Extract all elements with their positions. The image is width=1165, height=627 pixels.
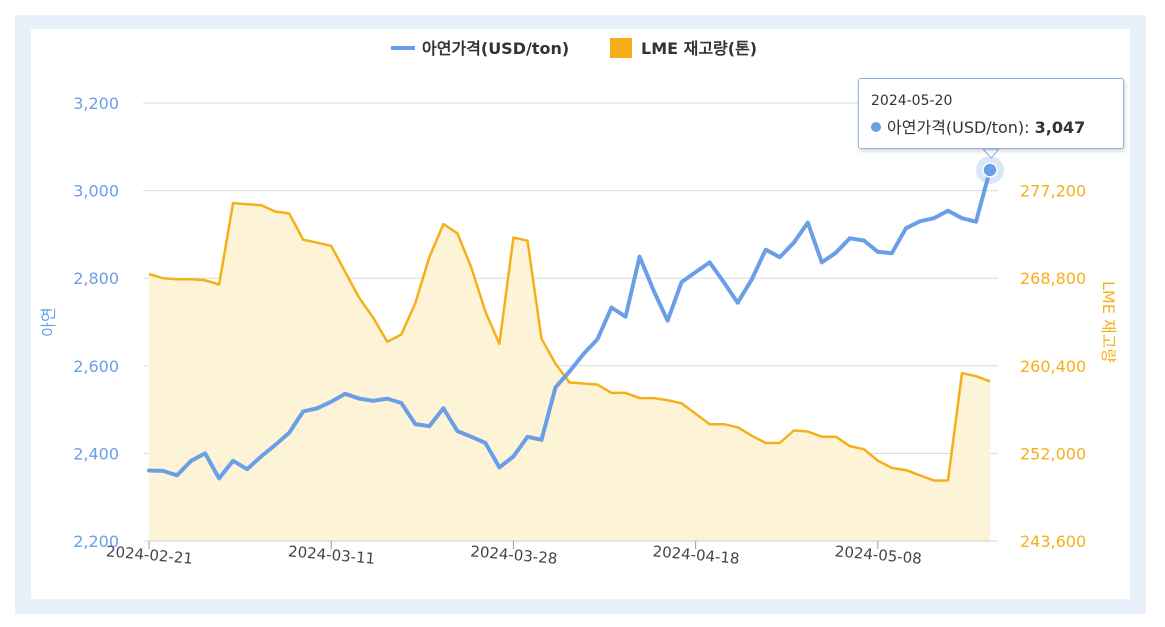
tooltip-date: 2024-05-20 bbox=[871, 93, 953, 109]
tooltip-row: 아연가격(USD/ton): 3,047 bbox=[871, 114, 1085, 138]
y-right-tick-label: 260,400 bbox=[1020, 357, 1086, 376]
y-axis-right-label: LME 재고량 bbox=[1099, 281, 1118, 363]
x-tick-label: 2024-03-11 bbox=[287, 542, 375, 568]
y-axis-left-ticks: 3,200 3,000 2,800 2,600 2,400 2,200 bbox=[73, 94, 119, 551]
price-series-line bbox=[147, 168, 992, 481]
legend-item-price[interactable]: 아연가격(USD/ton) bbox=[391, 39, 569, 58]
legend[interactable]: 아연가격(USD/ton) LME 재고량(톤) bbox=[391, 38, 757, 58]
y-right-tick-label: 277,200 bbox=[1020, 182, 1086, 201]
tooltip-series-dot bbox=[871, 122, 881, 132]
legend-stock-label: LME 재고량(톤) bbox=[641, 39, 757, 58]
y-left-tick-label: 2,600 bbox=[73, 357, 119, 376]
x-tick-label: 2024-04-18 bbox=[652, 542, 740, 568]
legend-price-label: 아연가격(USD/ton) bbox=[422, 39, 569, 58]
x-axis: 2024-02-21 2024-03-11 2024-03-28 2024-04-18… bbox=[105, 540, 990, 568]
stock-series-line bbox=[148, 201, 991, 482]
y-axis-left-label: 아연 bbox=[39, 307, 58, 336]
tooltip: 2024-05-20 아연가격(USD/ton): 3,047 bbox=[858, 78, 1124, 149]
y-axis-right-ticks: 285,600277,200268,800260,400252,000243,6… bbox=[1020, 94, 1086, 551]
y-left-tick-label: 3,200 bbox=[73, 94, 119, 113]
tooltip-value: 3,047 bbox=[1034, 118, 1086, 137]
legend-stock-swatch bbox=[610, 38, 632, 58]
legend-item-stock[interactable]: LME 재고량(톤) bbox=[610, 38, 757, 58]
y-left-tick-label: 3,000 bbox=[73, 182, 119, 201]
y-right-tick-label: 252,000 bbox=[1020, 444, 1086, 463]
tooltip-series-label: 아연가격(USD/ton): bbox=[887, 118, 1035, 137]
y-left-tick-label: 2,200 bbox=[73, 532, 119, 551]
y-right-tick-label: 268,800 bbox=[1020, 269, 1086, 288]
tooltip-pointer bbox=[981, 148, 1001, 159]
hover-point[interactable] bbox=[982, 162, 998, 178]
x-tick-label: 2024-03-28 bbox=[470, 542, 558, 568]
x-tick-label: 2024-05-08 bbox=[834, 542, 922, 568]
y-right-tick-label: 243,600 bbox=[1020, 532, 1086, 551]
y-left-tick-label: 2,400 bbox=[73, 444, 119, 463]
stock-area-fill bbox=[149, 203, 990, 541]
y-left-tick-label: 2,800 bbox=[73, 269, 119, 288]
